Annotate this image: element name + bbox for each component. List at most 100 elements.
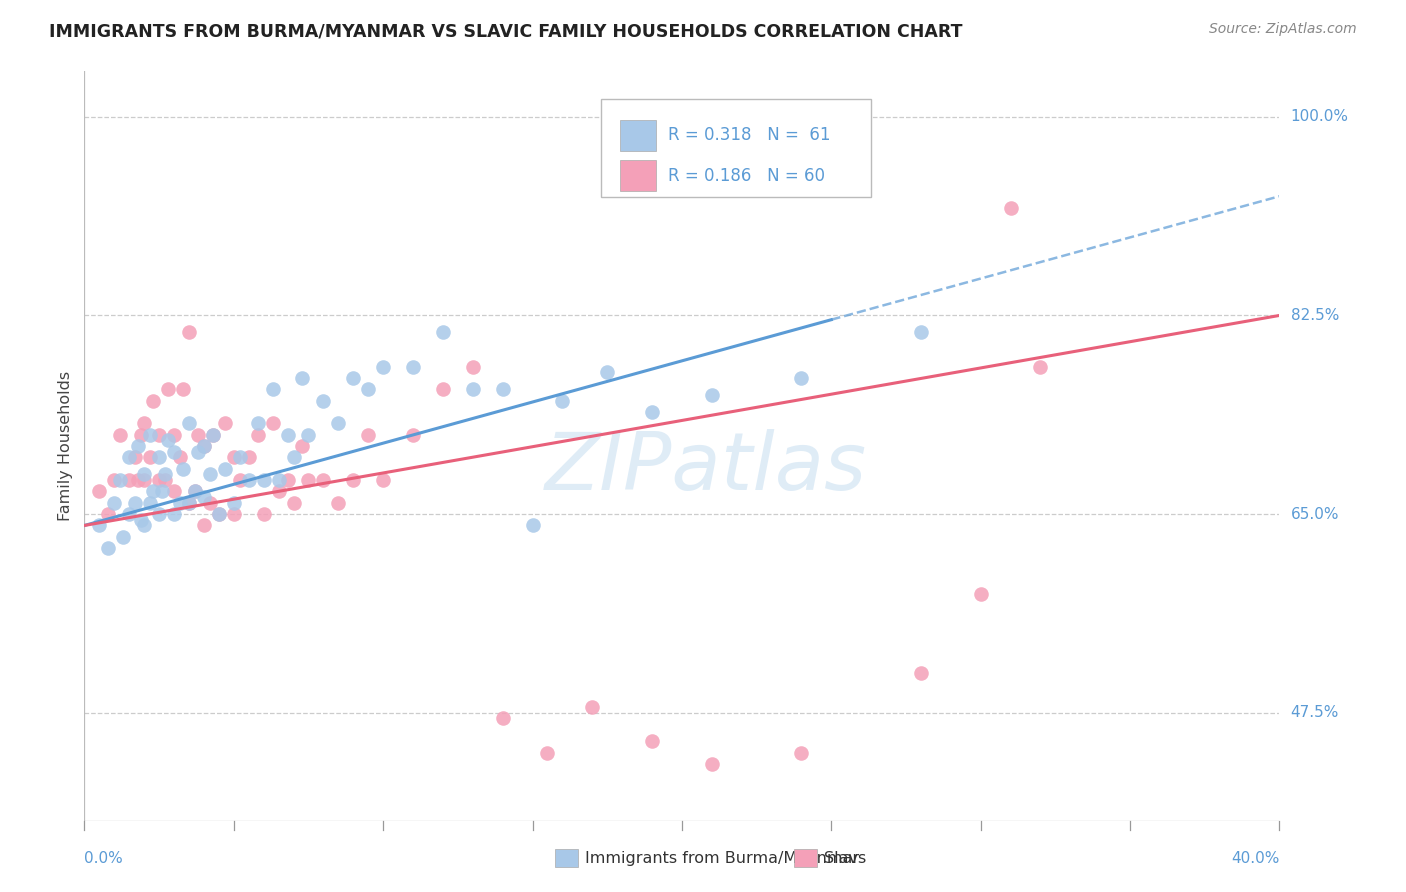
Point xyxy=(163,507,186,521)
Point xyxy=(139,427,162,442)
Point xyxy=(790,746,813,760)
Point xyxy=(163,427,186,442)
Point xyxy=(208,507,231,521)
Point xyxy=(97,507,120,521)
Point xyxy=(373,473,395,487)
Point xyxy=(127,439,149,453)
Text: Immigrants from Burma/Myanmar: Immigrants from Burma/Myanmar xyxy=(585,851,859,865)
Point xyxy=(357,427,380,442)
Point xyxy=(132,518,156,533)
Point xyxy=(198,467,221,482)
Point xyxy=(89,518,111,533)
Point xyxy=(118,450,141,465)
Text: 47.5%: 47.5% xyxy=(1291,706,1339,720)
Point xyxy=(201,427,224,442)
Point xyxy=(214,461,236,475)
Point xyxy=(103,473,125,487)
Point xyxy=(492,382,515,396)
Point xyxy=(373,359,395,374)
Point xyxy=(103,496,125,510)
Text: IMMIGRANTS FROM BURMA/MYANMAR VS SLAVIC FAMILY HOUSEHOLDS CORRELATION CHART: IMMIGRANTS FROM BURMA/MYANMAR VS SLAVIC … xyxy=(49,22,963,40)
Point xyxy=(118,473,141,487)
Point xyxy=(127,473,149,487)
Point xyxy=(357,382,380,396)
Point xyxy=(148,450,170,465)
Point xyxy=(581,700,603,714)
Point xyxy=(267,473,290,487)
Point xyxy=(129,427,152,442)
Text: 0.0%: 0.0% xyxy=(84,851,124,866)
Point xyxy=(522,518,544,533)
Point xyxy=(291,371,314,385)
Point xyxy=(790,371,813,385)
Point xyxy=(910,666,932,681)
Point xyxy=(208,507,231,521)
Point xyxy=(970,586,993,600)
Text: 82.5%: 82.5% xyxy=(1291,308,1339,323)
Point xyxy=(253,507,276,521)
Point xyxy=(461,359,484,374)
Point xyxy=(132,467,156,482)
Point xyxy=(139,450,162,465)
Point xyxy=(139,496,162,510)
Point xyxy=(596,365,619,379)
Point xyxy=(277,473,299,487)
Point xyxy=(246,417,269,431)
Point xyxy=(1029,359,1052,374)
Text: R = 0.186   N = 60: R = 0.186 N = 60 xyxy=(668,167,824,185)
Point xyxy=(432,382,454,396)
Point xyxy=(184,484,207,499)
Point xyxy=(187,427,209,442)
Point xyxy=(402,359,425,374)
Point xyxy=(461,382,484,396)
Point xyxy=(262,382,284,396)
Point xyxy=(910,326,932,340)
Point xyxy=(169,496,191,510)
Point xyxy=(198,496,221,510)
Point xyxy=(402,427,425,442)
Text: ZIPatlas: ZIPatlas xyxy=(544,429,868,508)
Point xyxy=(163,444,186,458)
Point xyxy=(153,473,176,487)
Point xyxy=(177,326,200,340)
Point xyxy=(222,450,245,465)
Text: R = 0.318   N =  61: R = 0.318 N = 61 xyxy=(668,127,830,145)
Point xyxy=(132,473,156,487)
Point xyxy=(277,427,299,442)
Point xyxy=(700,388,723,402)
Point xyxy=(177,496,200,510)
Point xyxy=(172,461,194,475)
Text: 65.0%: 65.0% xyxy=(1291,507,1339,522)
Point xyxy=(253,473,276,487)
Point xyxy=(110,427,132,442)
Point xyxy=(177,417,200,431)
Point xyxy=(291,439,314,453)
Point xyxy=(228,450,252,465)
Point xyxy=(312,393,335,408)
Point xyxy=(184,484,207,499)
Point xyxy=(283,450,305,465)
Point xyxy=(97,541,120,556)
Point xyxy=(193,439,215,453)
Point xyxy=(187,444,209,458)
Point xyxy=(142,484,165,499)
Point xyxy=(641,405,664,419)
Point xyxy=(267,484,290,499)
Point xyxy=(222,496,245,510)
Point xyxy=(169,450,191,465)
Point xyxy=(214,417,236,431)
FancyBboxPatch shape xyxy=(620,120,655,151)
Point xyxy=(342,473,364,487)
Point xyxy=(163,484,186,499)
Point xyxy=(492,711,515,725)
Point xyxy=(157,382,180,396)
Point xyxy=(157,434,180,448)
Point xyxy=(172,382,194,396)
Point xyxy=(342,371,364,385)
Point xyxy=(110,473,132,487)
Point xyxy=(201,427,224,442)
Point xyxy=(228,473,252,487)
Point xyxy=(193,518,215,533)
Point xyxy=(246,427,269,442)
Point xyxy=(432,326,454,340)
